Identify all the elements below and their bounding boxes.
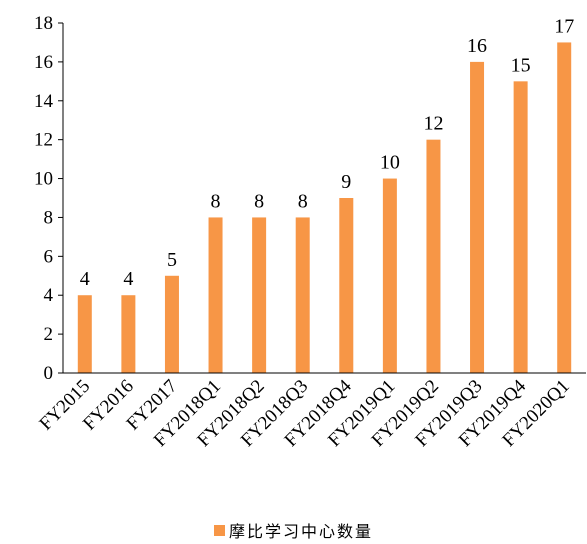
data-label: 8 (298, 190, 308, 212)
data-label: 10 (380, 152, 400, 174)
data-label: 4 (123, 268, 133, 290)
bar (164, 275, 179, 373)
bars (77, 42, 572, 374)
y-tick-label: 16 (34, 52, 53, 73)
data-label: 15 (511, 54, 531, 76)
bar (382, 178, 397, 373)
y-axis: 0 2 4 6 8 10 12 14 16 18 (34, 13, 64, 384)
bar (470, 61, 485, 374)
data-label: 8 (211, 190, 221, 212)
bar (513, 81, 528, 373)
legend-label: 摩比学习中心数量 (228, 522, 373, 541)
bar (252, 217, 267, 373)
data-label: 8 (254, 190, 264, 212)
bar (426, 139, 441, 373)
data-label: 12 (423, 113, 443, 135)
data-label: 17 (554, 15, 574, 37)
legend: 摩比学习中心数量 (0, 518, 587, 542)
y-tick-label: 8 (44, 207, 54, 228)
bar (339, 198, 354, 373)
y-tick-label: 10 (34, 169, 53, 190)
data-label: 5 (167, 249, 177, 271)
bar (77, 295, 92, 373)
data-label: 16 (467, 35, 487, 57)
bar (121, 295, 136, 373)
data-labels: 4 4 5 8 8 8 9 10 12 16 15 17 (80, 15, 574, 290)
y-tick-label: 18 (34, 13, 53, 34)
data-label: 4 (80, 268, 90, 290)
y-tick-label: 2 (44, 324, 54, 345)
x-axis: FY2015FY2016FY2017FY2018Q1FY2018Q2FY2018… (35, 372, 586, 451)
y-tick-label: 6 (44, 246, 54, 267)
y-tick-label: 4 (44, 285, 54, 306)
y-tick-label: 0 (44, 363, 54, 384)
bar (557, 42, 572, 373)
y-tick-label: 12 (34, 130, 53, 151)
data-label: 9 (341, 171, 351, 193)
y-tick-label: 14 (34, 91, 54, 112)
bar (208, 217, 223, 373)
bar (295, 217, 310, 373)
legend-swatch (213, 524, 225, 536)
